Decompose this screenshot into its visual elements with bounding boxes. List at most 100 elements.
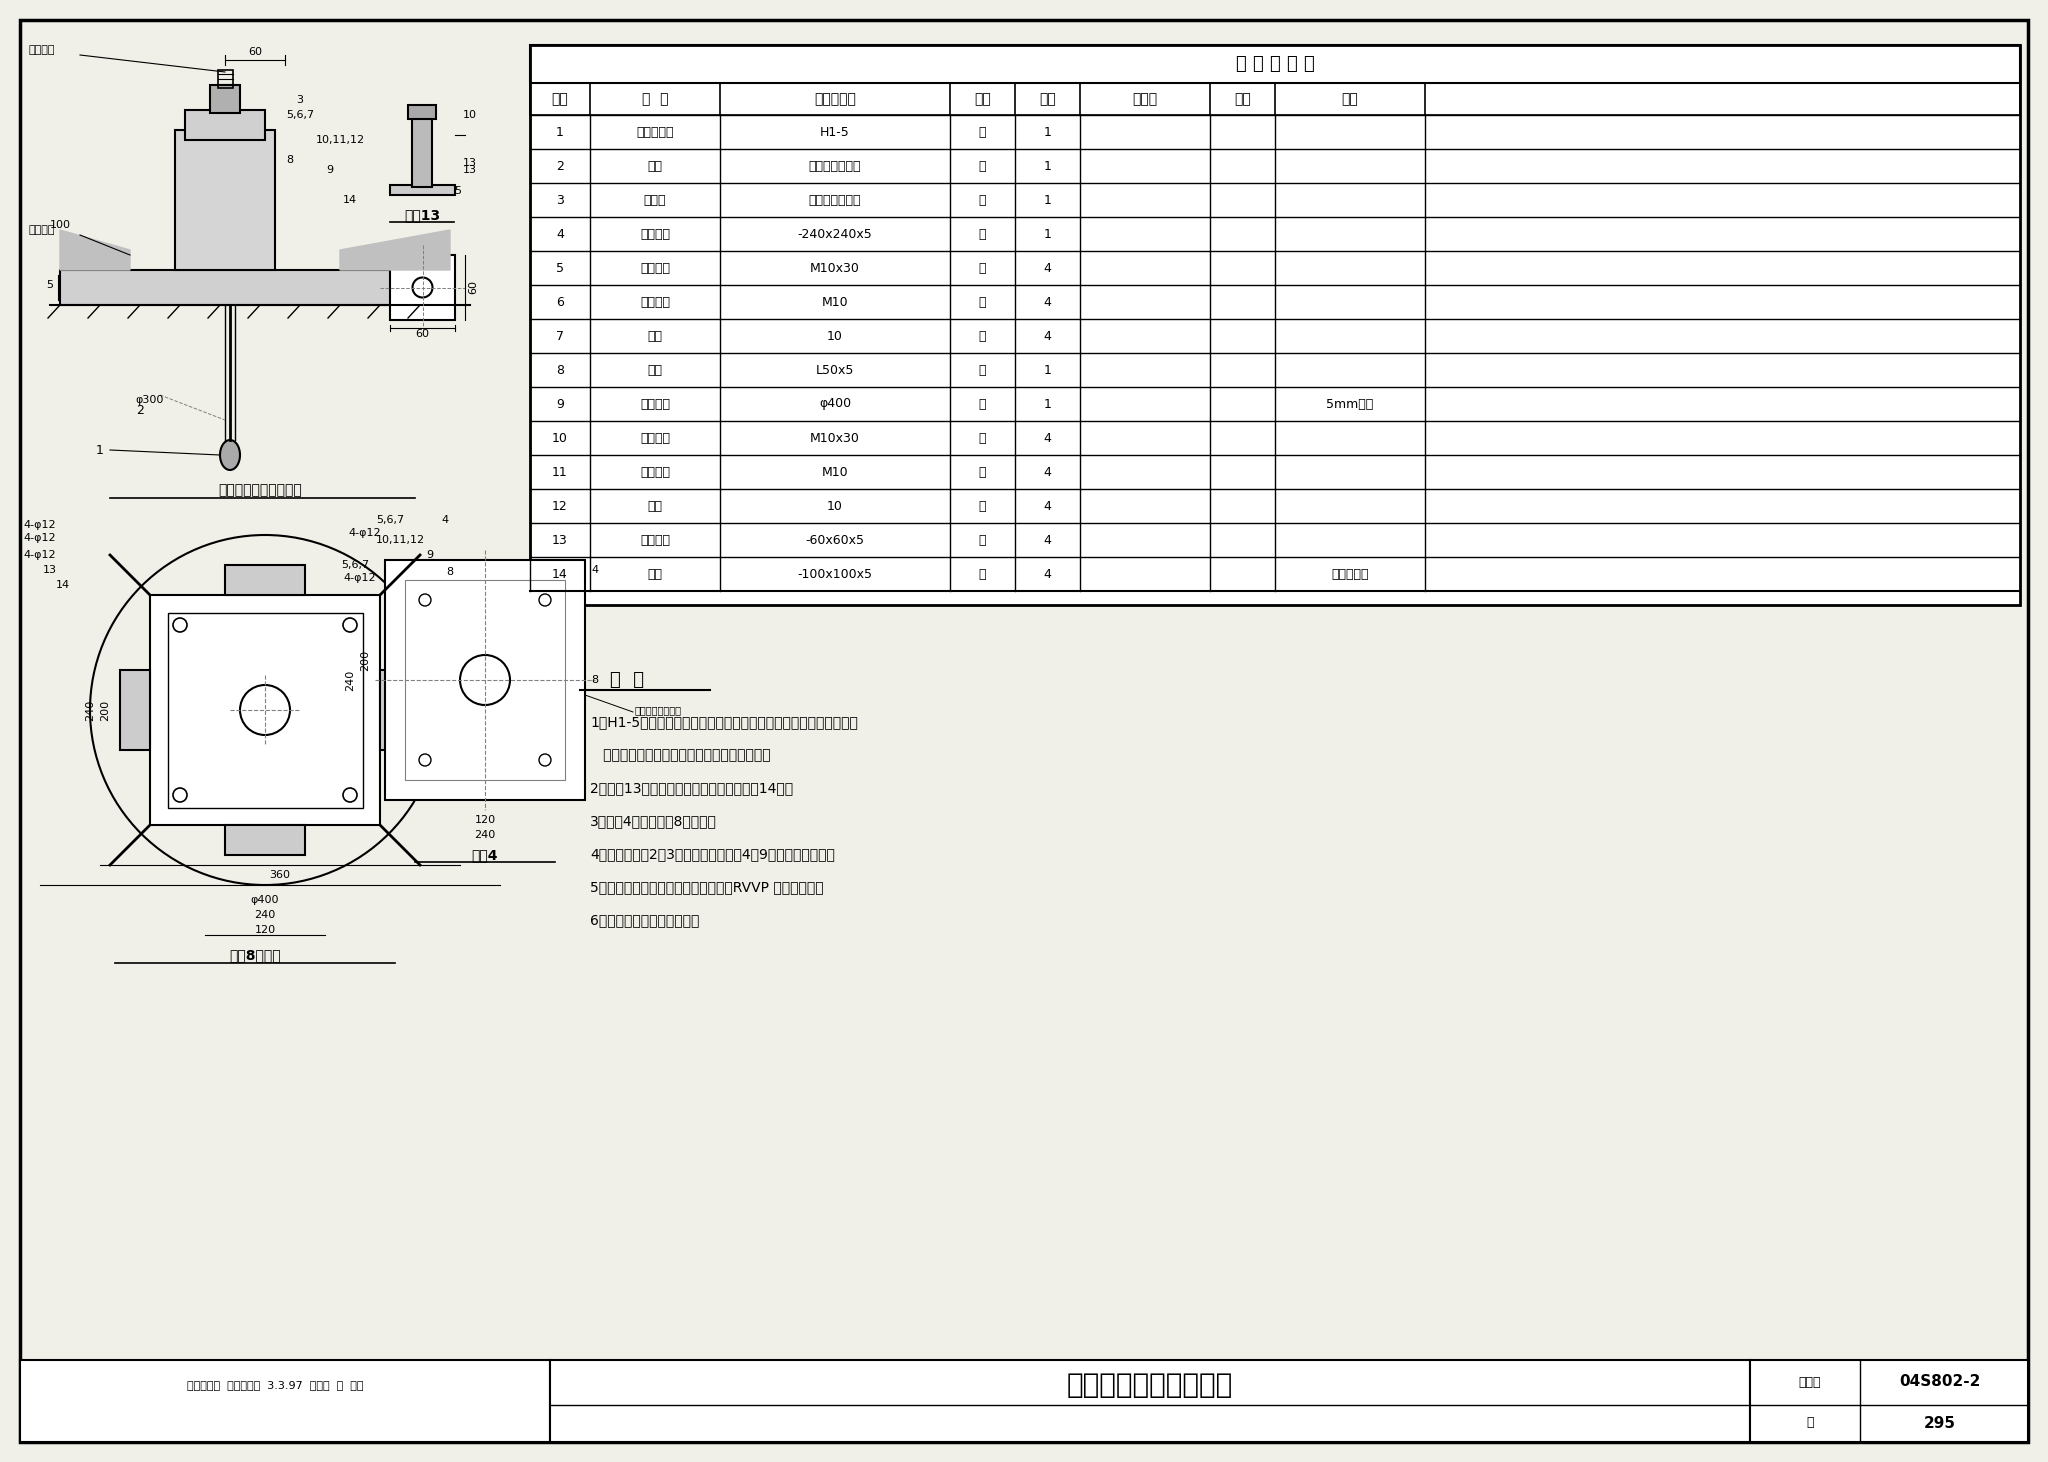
Bar [225, 564, 305, 595]
Text: 5,6,7: 5,6,7 [340, 560, 369, 570]
Bar [389, 254, 455, 320]
Text: 4: 4 [592, 564, 598, 575]
Text: 支: 支 [979, 126, 987, 139]
Polygon shape [340, 230, 451, 270]
Text: 安装配件: 安装配件 [639, 534, 670, 547]
Text: 7: 7 [555, 329, 563, 342]
Text: 4: 4 [1044, 534, 1051, 547]
Ellipse shape [219, 440, 240, 469]
Text: 4: 4 [1044, 329, 1051, 342]
Text: φ300: φ300 [135, 395, 164, 405]
Bar [406, 580, 565, 781]
Bar [530, 45, 2019, 605]
Text: 5,6,7: 5,6,7 [377, 515, 403, 525]
Text: 04S802-2: 04S802-2 [1898, 1374, 1980, 1389]
Text: 295: 295 [1923, 1415, 1956, 1430]
Bar [20, 1360, 551, 1442]
Text: 4、液位计序号2、3穿过安装配件序号4、9，自然沉入水中。: 4、液位计序号2、3穿过安装配件序号4、9，自然沉入水中。 [590, 846, 836, 861]
Text: 4: 4 [1044, 262, 1051, 275]
Text: 240: 240 [254, 909, 276, 920]
Bar [121, 670, 150, 750]
Text: 4: 4 [1044, 431, 1051, 444]
Text: 100: 100 [49, 219, 70, 230]
Text: 5mm钢板: 5mm钢板 [1327, 398, 1374, 411]
Text: 8: 8 [287, 155, 293, 165]
Text: 安装配件: 安装配件 [639, 398, 670, 411]
Bar [530, 83, 2019, 115]
Text: 13: 13 [43, 564, 57, 575]
Text: 1: 1 [1044, 126, 1051, 139]
Text: 垫圈: 垫圈 [647, 329, 662, 342]
Text: φ400: φ400 [250, 895, 279, 905]
Bar [408, 105, 436, 118]
Text: 1: 1 [1044, 398, 1051, 411]
Text: H1-5: H1-5 [819, 126, 850, 139]
Bar [59, 270, 451, 306]
Text: 360: 360 [270, 870, 291, 880]
Text: 5: 5 [555, 262, 563, 275]
Text: 1: 1 [1044, 364, 1051, 377]
Text: 页次: 页次 [1235, 92, 1251, 107]
Text: 4-φ12: 4-φ12 [348, 528, 381, 538]
Text: 个: 个 [979, 329, 987, 342]
Text: 配件4: 配件4 [471, 848, 498, 863]
Text: 10: 10 [827, 329, 844, 342]
Text: 2、序号13安装配件现场焊接在土建预埋件14上。: 2、序号13安装配件现场焊接在土建预埋件14上。 [590, 781, 793, 795]
Text: 120: 120 [475, 814, 496, 825]
Text: 4: 4 [1044, 295, 1051, 308]
Text: 液深变送器配套: 液深变送器配套 [809, 193, 862, 206]
Text: 1、H1-5型液位计是按长沙西门电气有限公司提供的技术资料编制，: 1、H1-5型液位计是按长沙西门电气有限公司提供的技术资料编制， [590, 715, 858, 730]
Bar [20, 1360, 2028, 1442]
Text: 9: 9 [426, 550, 434, 560]
Text: 13: 13 [463, 165, 477, 175]
Text: -60x60x5: -60x60x5 [805, 534, 864, 547]
Text: 序号: 序号 [551, 92, 569, 107]
Text: 10,11,12: 10,11,12 [375, 535, 424, 545]
Text: 1: 1 [96, 443, 104, 456]
Text: 5,6,7: 5,6,7 [287, 110, 313, 120]
Text: 1: 1 [1044, 159, 1051, 173]
Text: 六角螺栓: 六角螺栓 [639, 262, 670, 275]
Text: M10x30: M10x30 [811, 262, 860, 275]
Text: 14: 14 [55, 580, 70, 591]
Bar [385, 560, 586, 800]
Text: 液深变送器支架安装图: 液深变送器支架安装图 [1067, 1371, 1233, 1399]
Text: 名  称: 名 称 [641, 92, 668, 107]
Text: 6、安装支架应作防腐处理。: 6、安装支架应作防腐处理。 [590, 912, 698, 927]
Text: 其在水塔内人井平台上用支架安装时见本图。: 其在水塔内人井平台上用支架安装时见本图。 [590, 749, 770, 762]
Text: 埋件: 埋件 [647, 567, 662, 580]
Text: 电缆: 电缆 [647, 159, 662, 173]
Text: 块: 块 [979, 567, 987, 580]
Bar [184, 110, 264, 140]
Text: 14: 14 [342, 194, 356, 205]
Text: 单位: 单位 [975, 92, 991, 107]
Text: 8: 8 [555, 364, 563, 377]
Text: 页: 页 [1806, 1417, 1815, 1430]
Text: 垫圈: 垫圈 [647, 500, 662, 513]
Text: 液液位计元件开孔: 液液位计元件开孔 [635, 705, 682, 715]
Text: -100x100x5: -100x100x5 [797, 567, 872, 580]
Text: 标准图: 标准图 [1133, 92, 1157, 107]
Text: M10: M10 [821, 295, 848, 308]
Text: M10x30: M10x30 [811, 431, 860, 444]
Text: 5: 5 [47, 281, 53, 289]
Text: 土建已预埋: 土建已预埋 [1331, 567, 1368, 580]
Text: 人井平台: 人井平台 [29, 225, 55, 235]
Bar [551, 1360, 1749, 1442]
Text: M10: M10 [821, 465, 848, 478]
Text: 9: 9 [557, 398, 563, 411]
Text: 11: 11 [553, 465, 567, 478]
Text: 120: 120 [254, 925, 276, 936]
Text: 3: 3 [557, 193, 563, 206]
Bar [1749, 1360, 2028, 1442]
Text: 安装配件: 安装配件 [639, 228, 670, 241]
Text: 2: 2 [135, 404, 143, 417]
Text: φ400: φ400 [819, 398, 852, 411]
Text: 六角螺母: 六角螺母 [639, 465, 670, 478]
Text: 设 备 材 料 表: 设 备 材 料 表 [1235, 56, 1315, 73]
Text: 液深变送器: 液深变送器 [637, 126, 674, 139]
Text: 件: 件 [979, 398, 987, 411]
Text: 200: 200 [360, 649, 371, 671]
Text: 2: 2 [557, 159, 563, 173]
Text: 13: 13 [553, 534, 567, 547]
